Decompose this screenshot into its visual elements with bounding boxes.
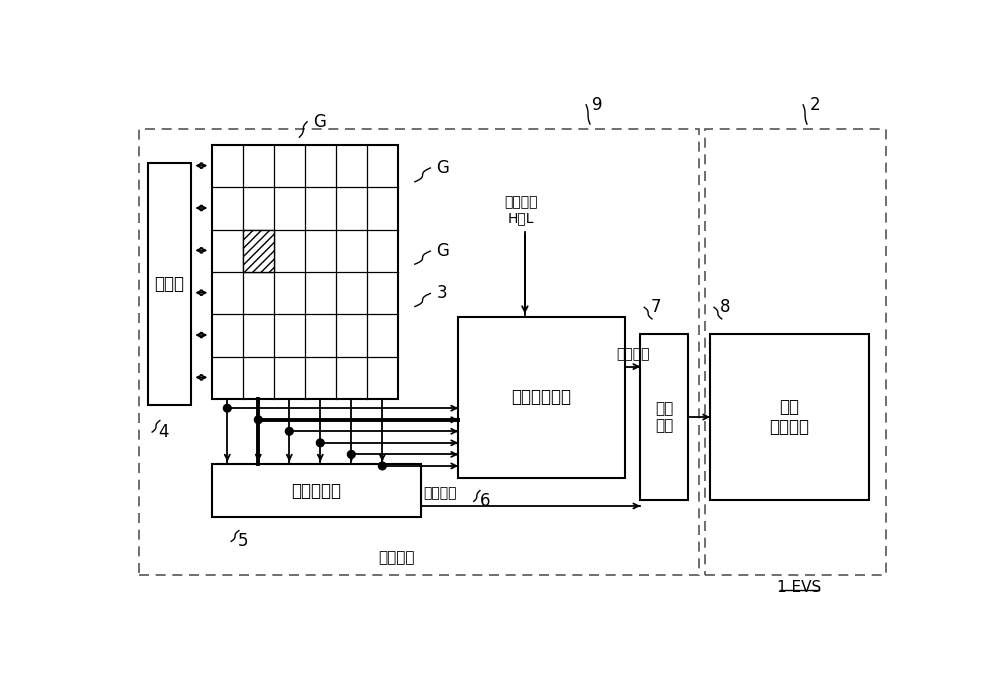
Bar [148, 163, 191, 405]
Text: 仲裁器: 仲裁器 [155, 275, 185, 293]
Text: 事件编码器: 事件编码器 [291, 481, 341, 500]
Circle shape [378, 462, 386, 470]
Circle shape [347, 451, 355, 458]
Bar [139, 129, 698, 575]
Bar [212, 145, 398, 399]
Text: 7: 7 [650, 298, 661, 317]
Bar [458, 317, 625, 478]
Text: 1 EVS: 1 EVS [777, 580, 821, 595]
Text: 3: 3 [437, 285, 447, 302]
Text: 统计处理单元: 统计处理单元 [512, 388, 572, 407]
Text: 使能信号: 使能信号 [504, 195, 538, 210]
Bar [243, 229, 274, 272]
Text: 预定
处理单元: 预定 处理单元 [770, 398, 810, 437]
Bar [212, 464, 421, 517]
Text: 8: 8 [720, 298, 731, 317]
Circle shape [285, 428, 293, 435]
Text: 6: 6 [480, 492, 490, 510]
Text: 输出
单元: 输出 单元 [655, 401, 674, 433]
Bar [705, 129, 886, 575]
Text: H或L: H或L [508, 211, 534, 225]
Text: G: G [313, 113, 326, 131]
Text: 4: 4 [158, 423, 169, 441]
Bar [710, 334, 869, 500]
Text: G: G [437, 242, 449, 260]
Circle shape [254, 416, 262, 424]
Circle shape [223, 405, 231, 412]
Text: 统计信息: 统计信息 [616, 347, 649, 362]
Text: 事件数据: 事件数据 [423, 487, 456, 501]
Text: 5: 5 [237, 533, 248, 550]
Text: 2: 2 [809, 96, 820, 114]
Text: 感测单元: 感测单元 [378, 550, 415, 565]
Text: G: G [437, 159, 449, 177]
Text: 9: 9 [592, 96, 603, 114]
Bar [640, 334, 688, 500]
Circle shape [316, 439, 324, 447]
